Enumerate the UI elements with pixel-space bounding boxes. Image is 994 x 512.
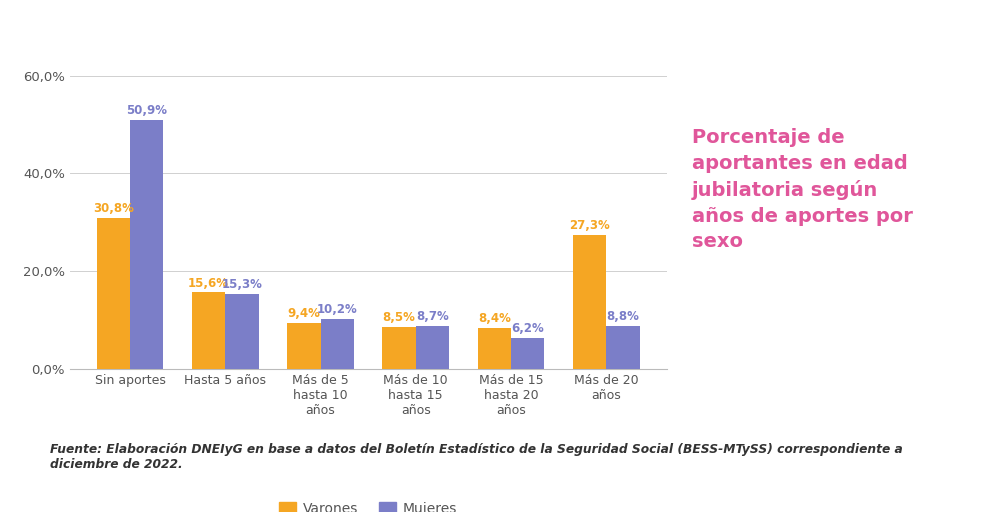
Text: Porcentaje de
aportantes en edad
jubilatoria según
años de aportes por
sexo: Porcentaje de aportantes en edad jubilat… bbox=[691, 128, 911, 251]
Text: 15,3%: 15,3% bbox=[222, 278, 262, 291]
Text: 8,7%: 8,7% bbox=[415, 310, 448, 323]
Text: 8,5%: 8,5% bbox=[383, 311, 415, 324]
Text: 50,9%: 50,9% bbox=[126, 104, 167, 117]
Text: 9,4%: 9,4% bbox=[287, 307, 320, 320]
Bar bbox=[605, 326, 639, 369]
Bar bbox=[382, 327, 415, 369]
Bar bbox=[130, 120, 163, 369]
Bar bbox=[192, 292, 225, 369]
Bar bbox=[477, 328, 511, 369]
Legend: Varones, Mujeres: Varones, Mujeres bbox=[273, 496, 462, 512]
Text: 15,6%: 15,6% bbox=[188, 276, 229, 289]
Text: 30,8%: 30,8% bbox=[92, 202, 134, 215]
Text: 6,2%: 6,2% bbox=[511, 323, 544, 335]
Bar bbox=[287, 323, 320, 369]
Text: 27,3%: 27,3% bbox=[569, 219, 609, 232]
Bar bbox=[225, 294, 258, 369]
Text: 8,4%: 8,4% bbox=[477, 312, 510, 325]
Text: Fuente: Elaboración DNEIyG en base a datos del Boletín Estadístico de la Segurid: Fuente: Elaboración DNEIyG en base a dat… bbox=[50, 443, 902, 471]
Bar bbox=[96, 218, 130, 369]
Bar bbox=[415, 326, 448, 369]
Bar bbox=[320, 319, 354, 369]
Text: 8,8%: 8,8% bbox=[605, 310, 639, 323]
Bar bbox=[573, 236, 605, 369]
Bar bbox=[511, 338, 544, 369]
Text: 10,2%: 10,2% bbox=[316, 303, 357, 316]
